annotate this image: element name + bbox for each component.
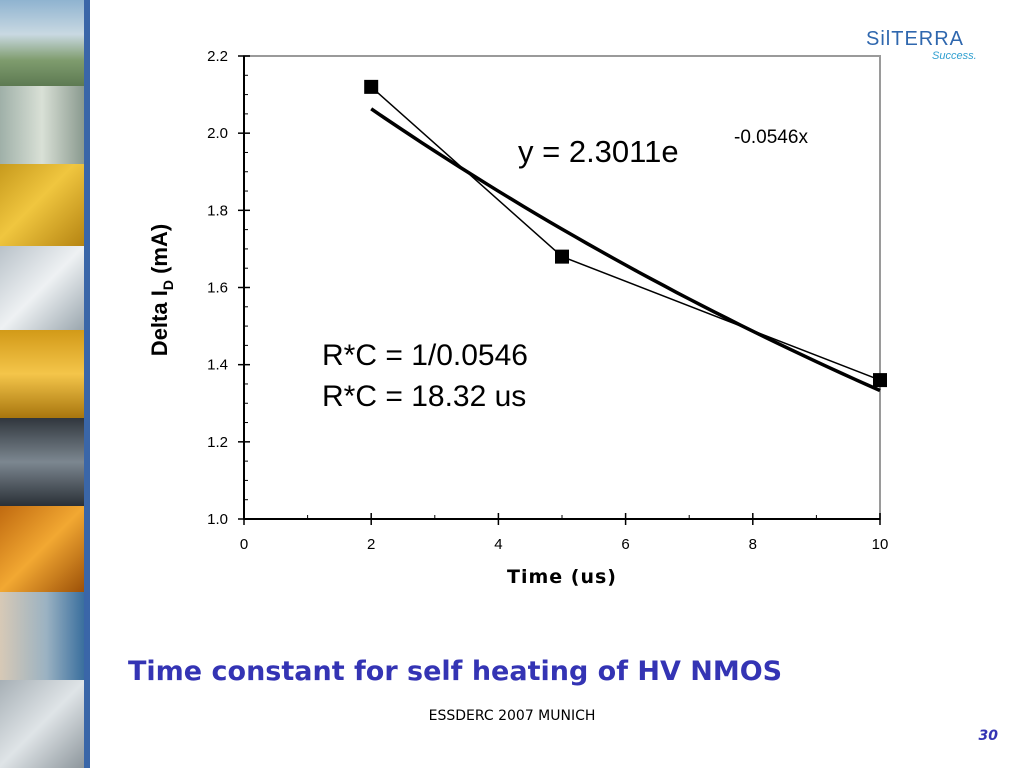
photo-cleanroom-corridor <box>0 86 84 164</box>
chart-rc-formula: R*C = 1/0.0546 <box>322 339 528 372</box>
photo-yellow-room-workers <box>0 164 84 246</box>
x-tick-label: 8 <box>749 536 757 553</box>
photo-orange-lab <box>0 506 84 592</box>
logo-tagline: Success. <box>932 50 977 62</box>
y-tick-label: 1.2 <box>207 434 228 451</box>
x-tick-label: 0 <box>240 536 248 553</box>
x-tick-label: 10 <box>872 536 889 553</box>
photo-wafer <box>0 680 84 768</box>
trendline-curve <box>370 107 881 393</box>
y-tick-label: 1.6 <box>207 280 228 297</box>
x-tick-label: 6 <box>621 536 629 553</box>
logo-wordmark: SilTERRA <box>866 28 965 50</box>
sidebar-accent-bar <box>84 0 90 768</box>
y-axis-label: Delta ID (mA) <box>147 224 176 356</box>
company-logo: SilTERRA Success. <box>862 22 1002 72</box>
slide-title: Time constant for self heating of HV NMO… <box>128 656 783 687</box>
slide-footer: ESSDERC 2007 MUNICH <box>428 708 596 724</box>
chart-equation-base: y = 2.3011e <box>518 134 679 169</box>
data-point <box>555 249 569 264</box>
photo-cleanroom-suits <box>0 246 84 330</box>
y-tick-label: 1.4 <box>207 357 228 374</box>
chart-rc-value: R*C = 18.32 us <box>322 380 526 413</box>
photo-monitor-operator <box>0 592 84 680</box>
x-tick-label: 2 <box>367 536 375 553</box>
x-tick-label: 4 <box>494 536 502 553</box>
x-axis-label: Time (us) <box>507 566 617 588</box>
photo-yellow-equipment <box>0 330 84 418</box>
y-tick-label: 1.0 <box>207 511 228 528</box>
chart-equation-exponent: -0.0546x <box>734 127 808 148</box>
page-number: 30 <box>978 728 998 744</box>
y-tick-label: 2.2 <box>207 48 228 65</box>
photo-fab-building <box>0 0 84 86</box>
photo-strip <box>0 0 84 768</box>
y-tick-label: 2.0 <box>207 125 228 142</box>
data-point <box>873 373 887 388</box>
plot-frame <box>243 55 881 520</box>
photo-machine <box>0 418 84 506</box>
data-point <box>364 79 379 94</box>
y-tick-label: 1.8 <box>207 202 228 219</box>
